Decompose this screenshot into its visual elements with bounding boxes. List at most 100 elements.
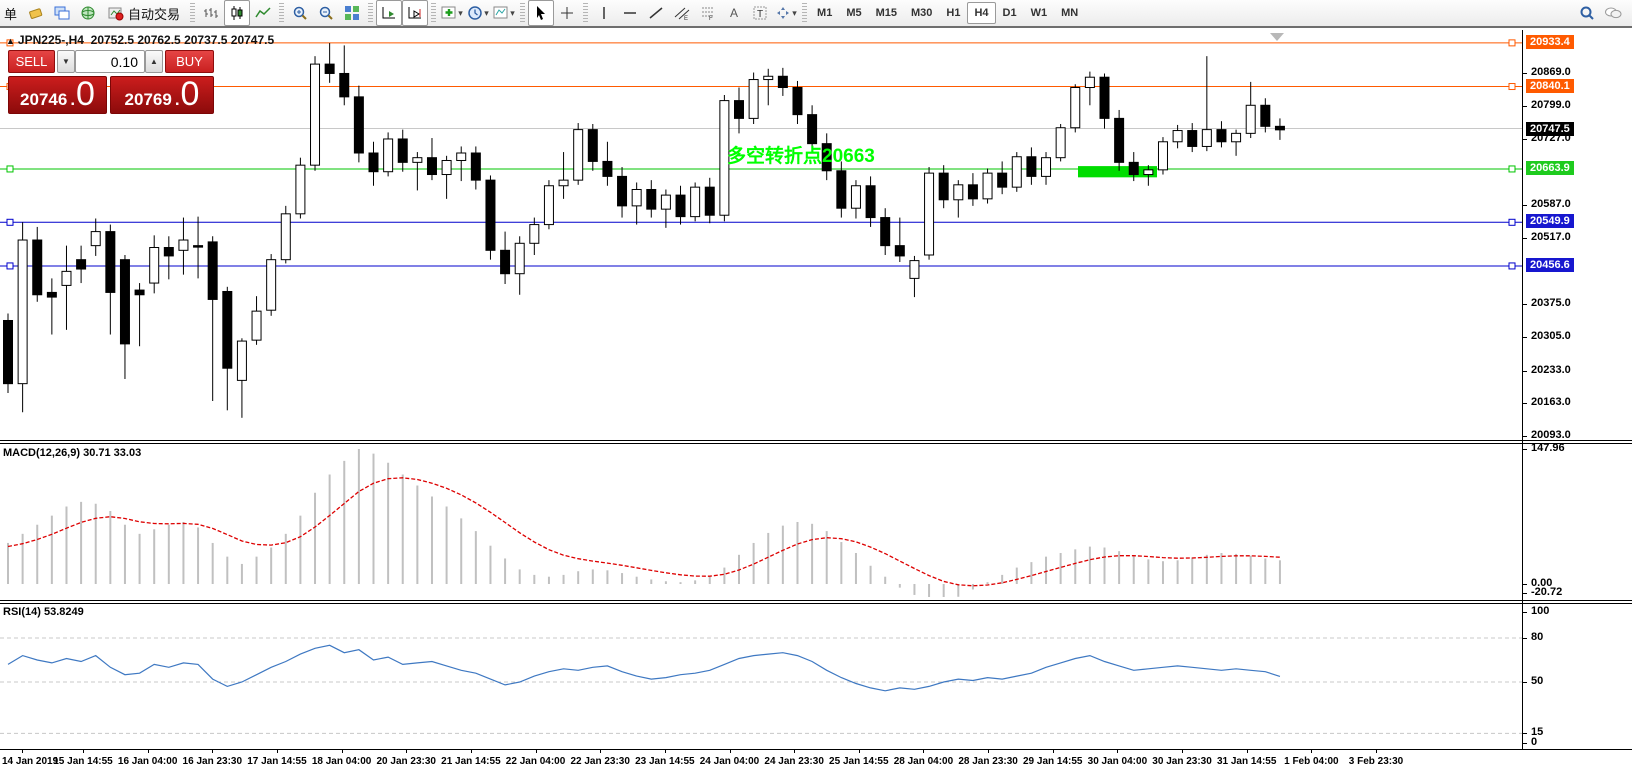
- toolbar-separator: [368, 3, 374, 23]
- time-label: 29 Jan 14:55: [1023, 756, 1083, 767]
- timeframe-MN[interactable]: MN: [1061, 7, 1079, 19]
- time-label: 28 Jan 04:00: [893, 756, 954, 767]
- axis-tick: [1523, 336, 1527, 338]
- sell-price-display[interactable]: 20746. 0: [8, 76, 107, 114]
- crosshair-button[interactable]: [554, 0, 580, 26]
- timeframe-H4[interactable]: H4: [967, 2, 996, 24]
- volume-input[interactable]: 0.10: [75, 50, 145, 73]
- time-axis[interactable]: 14 Jan 2019 15 Jan 14:55 16 Jan 04:00 16 Ja…: [0, 750, 1632, 773]
- channel-button[interactable]: E: [669, 0, 695, 26]
- panel-separator[interactable]: [0, 603, 1632, 604]
- candles-icon: [229, 5, 245, 21]
- timeframe-M5[interactable]: M5: [846, 7, 862, 19]
- line-chart-button[interactable]: [250, 0, 276, 26]
- svg-text:A: A: [730, 6, 738, 20]
- chevron-down-icon[interactable]: ▾: [484, 7, 489, 18]
- time-label: 3 Feb 23:30: [1348, 756, 1404, 767]
- menu-partial-text: 单: [4, 6, 18, 22]
- rsi-label: RSI(14) 53.8249: [3, 606, 84, 618]
- price-axis[interactable]: 20869.0 20799.0 20727.0 20587.0 20517.0 20375…: [1522, 30, 1632, 749]
- timeframe-W1[interactable]: W1: [1030, 7, 1048, 19]
- buy-button[interactable]: BUY: [165, 50, 214, 73]
- rsi-panel-canvas[interactable]: [0, 604, 1522, 749]
- buy-price-dot: .: [174, 90, 180, 109]
- macd-panel-canvas[interactable]: [0, 444, 1522, 597]
- price-chart-canvas[interactable]: [0, 30, 1522, 440]
- text-button[interactable]: A: [721, 0, 747, 26]
- time-axis-border: [0, 749, 1632, 750]
- price-badge: 20456.6: [1526, 257, 1574, 272]
- new-order-button[interactable]: [23, 0, 49, 26]
- toolbar-separator: [279, 3, 285, 23]
- candlestick-button[interactable]: [224, 0, 251, 26]
- time-tick: [83, 750, 84, 753]
- buy-price-frac: 0: [180, 75, 200, 113]
- axis-tick: [1523, 105, 1527, 107]
- sell-price-main: 20746: [20, 90, 68, 109]
- search-icon[interactable]: [1574, 0, 1600, 26]
- sell-button[interactable]: SELL: [8, 50, 55, 73]
- timeframe-D1[interactable]: D1: [1002, 7, 1017, 19]
- buy-price-display[interactable]: 20769. 0: [110, 76, 214, 114]
- macd-label: MACD(12,26,9) 30.71 33.03: [3, 447, 142, 459]
- textT-icon: T: [752, 5, 768, 21]
- auto-scroll-button[interactable]: [376, 0, 403, 26]
- panel-separator[interactable]: [0, 600, 1632, 601]
- market-watch-button[interactable]: [75, 0, 101, 26]
- arrows-icon: [775, 5, 791, 21]
- trendline-button[interactable]: [643, 0, 669, 26]
- collapse-triangle-icon[interactable]: ▲: [6, 36, 15, 46]
- templates-button[interactable]: ▾: [491, 0, 517, 26]
- zoom-out-button[interactable]: [313, 0, 339, 26]
- template-icon: [493, 5, 509, 21]
- price-tick-label: 20587.0: [1531, 197, 1571, 210]
- periods-button[interactable]: ▾: [465, 0, 491, 26]
- fibonacci-button[interactable]: F: [695, 0, 721, 26]
- time-tick: [600, 750, 602, 753]
- time-label: 21 Jan 14:55: [441, 756, 501, 767]
- time-tick: [276, 750, 278, 753]
- axis-tick: [1523, 584, 1527, 585]
- charts-window-button[interactable]: [49, 0, 75, 26]
- price-tick-label: 20233.0: [1531, 363, 1571, 376]
- chart-shift-button[interactable]: [402, 0, 429, 26]
- time-tick: [147, 750, 149, 753]
- panel-separator[interactable]: [0, 443, 1632, 444]
- horizontal-line-button[interactable]: [617, 0, 643, 26]
- timeframe-M30[interactable]: M30: [911, 7, 933, 19]
- autotrading-button[interactable]: 自动交易: [101, 0, 187, 26]
- time-tick: [664, 750, 666, 753]
- label-button[interactable]: T: [747, 0, 773, 26]
- price-tick-label: 20517.0: [1531, 230, 1571, 243]
- chevron-down-icon[interactable]: ▾: [458, 7, 463, 18]
- volume-down-stepper[interactable]: ▼: [57, 50, 75, 73]
- chevron-down-icon[interactable]: ▾: [510, 7, 515, 18]
- axis-tick: [1523, 73, 1527, 74]
- timeframe-M15[interactable]: M15: [875, 7, 897, 19]
- time-label: 24 Jan 04:00: [699, 756, 760, 767]
- bar-chart-button[interactable]: [198, 0, 224, 26]
- charts-icon: [54, 5, 70, 21]
- zoomin-icon: [292, 5, 308, 21]
- timeframe-M1[interactable]: M1: [817, 7, 833, 19]
- zoom-in-button[interactable]: [287, 0, 313, 26]
- time-tick: [1117, 750, 1119, 753]
- vertical-line-button[interactable]: [591, 0, 617, 26]
- bars-icon: [203, 5, 219, 21]
- trendline-icon: [648, 5, 664, 21]
- arrows-button[interactable]: ▾: [773, 0, 799, 26]
- chartshift-icon: [407, 5, 423, 21]
- chevron-down-icon[interactable]: ▾: [792, 7, 797, 18]
- timeframe-H1[interactable]: H1: [946, 7, 961, 19]
- panel-separator[interactable]: [0, 440, 1632, 441]
- toolbar: 单 自动交易 ▾ ▾ ▾ E F A T ▾ M1 M5 M15 M30 H1 H4 D1 W1 MN: [0, 0, 1632, 28]
- cursor-button[interactable]: [528, 0, 555, 26]
- pivot-annotation-text[interactable]: 多空转折点20663: [727, 146, 875, 167]
- sell-price-frac: 0: [76, 75, 95, 113]
- chat-icon[interactable]: [1600, 0, 1626, 26]
- axis-tick: [1523, 436, 1527, 438]
- indicators-button[interactable]: ▾: [439, 0, 465, 26]
- time-label: 31 Jan 14:55: [1216, 756, 1277, 767]
- tile-windows-button[interactable]: [339, 0, 365, 26]
- volume-up-stepper[interactable]: ▲: [145, 50, 163, 73]
